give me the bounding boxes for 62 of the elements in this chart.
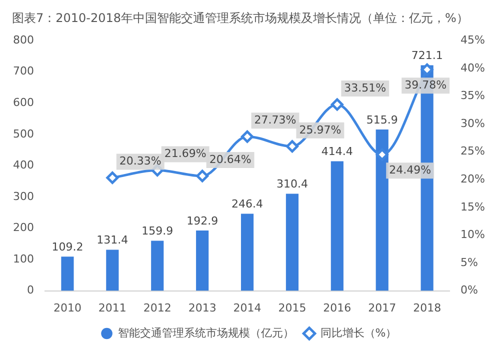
x-tick-label: 2010 [53, 301, 82, 314]
y2-tick-label: 10% [460, 228, 486, 242]
data-label: 131.4 [96, 234, 128, 247]
bar [286, 194, 299, 291]
y2-tick-label: 30% [460, 116, 486, 130]
point [376, 148, 388, 161]
bar [151, 240, 164, 291]
x-tick-label: 2017 [368, 301, 396, 314]
y2-tick-label: 35% [460, 89, 486, 102]
bar [330, 161, 344, 291]
data-label: 25.97% [299, 123, 342, 136]
y-tick-label: 800 [12, 33, 34, 46]
data-label: 721.1 [411, 49, 443, 62]
data-label: 310.4 [276, 178, 308, 191]
legend-label: 智能交通管理系统市场规模（亿元） [118, 326, 294, 340]
point [420, 63, 434, 76]
data-label: 192.9 [186, 214, 218, 228]
x-tick-label: 2013 [188, 301, 216, 314]
y-tick-label: 700 [12, 64, 34, 78]
point [286, 140, 298, 153]
y2-tick-label: 45% [460, 33, 486, 46]
data-label: 27.73% [254, 113, 296, 126]
x-tick-label: 2012 [143, 301, 172, 314]
data-label: 515.9 [366, 113, 398, 126]
data-label: 33.51% [344, 81, 386, 94]
y-tick-label: 400 [12, 158, 34, 172]
bar [61, 256, 74, 291]
y-tick-label: 500 [12, 127, 34, 140]
chart-title: 图表7：2010-2018年中国智能交通管理系统市场规模及增长情况（单位：亿元，%） [11, 10, 470, 27]
x-tick-label: 2014 [233, 301, 262, 314]
data-label: 246.4 [232, 198, 264, 211]
data-label: 39.78% [404, 78, 447, 92]
point [196, 170, 209, 182]
y-tick-label: 100 [12, 252, 34, 266]
y2-tick-label: 40% [460, 61, 486, 74]
y2-tick-label: 25% [460, 144, 486, 158]
legend-label: 同比增长（%） [320, 326, 397, 340]
x-tick-label: 2018 [413, 301, 442, 314]
bar [196, 230, 209, 291]
y-tick-label: 600 [12, 96, 34, 110]
y-tick-label: 300 [12, 190, 34, 203]
data-label: 20.64% [209, 152, 252, 166]
point [106, 172, 119, 184]
point [241, 130, 254, 143]
bar [240, 214, 254, 291]
data-label: 21.69% [164, 147, 206, 160]
data-label: 24.49% [389, 163, 432, 176]
data-label: 159.9 [142, 224, 174, 238]
data-label: 109.2 [52, 240, 84, 254]
x-tick-label: 2015 [278, 301, 306, 314]
y2-tick-label: 20% [460, 172, 486, 186]
y2-tick-label: 0% [460, 284, 478, 297]
y-tick-label: 200 [12, 221, 34, 234]
bar [106, 250, 119, 291]
data-label: 414.4 [321, 145, 353, 158]
point [330, 98, 344, 111]
y-tick-label: 0 [26, 284, 34, 297]
x-tick-label: 2011 [98, 301, 126, 314]
x-tick-label: 2016 [323, 301, 352, 314]
y2-tick-label: 5% [460, 256, 478, 269]
y2-tick-label: 15% [460, 200, 486, 214]
data-label: 20.33% [119, 154, 162, 168]
